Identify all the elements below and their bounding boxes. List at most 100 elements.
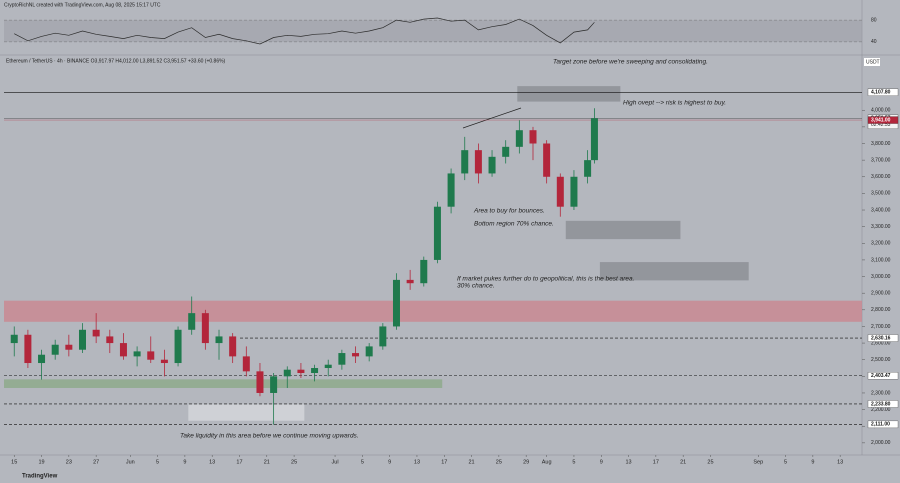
x-tick-label: 5 <box>156 459 159 465</box>
y-tick-label: 2,500.00 <box>871 357 891 363</box>
y-tick-label: 3,300.00 <box>871 224 891 230</box>
price-tag-label: 3,941.00 <box>871 117 891 123</box>
price-tag-label: 2,111.00 <box>871 422 890 428</box>
y-tick-label: 3,600.00 <box>871 174 891 180</box>
candle-body <box>242 356 250 372</box>
candle-body <box>270 376 278 393</box>
x-tick-label: 21 <box>469 459 475 465</box>
candle-body <box>433 206 441 260</box>
trend-line <box>462 107 522 129</box>
x-tick-label: Jul <box>332 459 339 465</box>
candle-body <box>447 173 455 207</box>
candle-body <box>590 118 598 161</box>
candle-body <box>133 351 141 357</box>
candle-body <box>365 346 373 357</box>
legend: Ethereum / TetherUS · 4h · BINANCE O3,91… <box>6 58 226 64</box>
candle-body <box>92 329 100 337</box>
y-tick-label: 4,000.00 <box>871 108 891 114</box>
x-tick-label: 19 <box>38 459 44 465</box>
x-tick-label: 21 <box>680 459 686 465</box>
y-tick-label: 2,900.00 <box>871 291 891 297</box>
price-tag <box>867 400 899 408</box>
currency: USDT <box>866 59 880 65</box>
candle-body <box>256 371 264 393</box>
x-tick-label: 13 <box>837 459 843 465</box>
candle-body <box>502 146 510 157</box>
candle-body <box>461 150 469 174</box>
zone <box>4 379 443 388</box>
x-tick-label: 17 <box>441 459 447 465</box>
footer: TradingView <box>22 474 58 480</box>
y-tick-label: 3,800.00 <box>871 141 891 147</box>
x-tick-label: 5 <box>361 459 364 465</box>
candle-body <box>515 130 523 147</box>
x-tick-label: 15 <box>11 459 17 465</box>
candle-body <box>283 369 291 377</box>
price-tag-label: 2,233.80 <box>871 401 891 407</box>
candle-body <box>65 344 73 350</box>
candle-body <box>38 354 46 364</box>
y-tick-label: 2,300.00 <box>871 390 891 396</box>
annotation: Take liquidity in this area before we co… <box>180 433 359 440</box>
candle-body <box>324 364 332 369</box>
zone <box>517 86 621 102</box>
candle-body <box>215 336 223 344</box>
candle-body <box>474 150 482 174</box>
x-tick-label: 9 <box>183 459 186 465</box>
x-tick-label: 17 <box>236 459 242 465</box>
y-tick-label: 3,000.00 <box>871 274 891 280</box>
candle-body <box>338 353 346 365</box>
price-tag <box>867 420 899 429</box>
candle-body <box>584 160 592 177</box>
price-tag <box>867 116 899 124</box>
annotation: Target zone before we're sweeping and co… <box>553 59 708 66</box>
price-tag-label: 2,403.47 <box>871 373 891 379</box>
annotation: 30% chance. <box>457 283 495 290</box>
y-tick-label: 3,500.00 <box>871 191 891 197</box>
candle-body <box>311 368 319 374</box>
zone <box>4 300 862 322</box>
countdown: 02:42:53 <box>871 122 891 128</box>
y-tick-label: 2,200.00 <box>871 407 891 413</box>
rsi-tick-label: 80 <box>871 17 877 23</box>
annotation: Area to buy for bounces. <box>473 208 545 215</box>
x-tick-label: 21 <box>264 459 270 465</box>
y-tick-label: 2,700.00 <box>871 324 891 330</box>
y-tick-label: 3,100.00 <box>871 257 891 263</box>
x-tick-label: 9 <box>600 459 603 465</box>
candle-body <box>488 156 496 174</box>
x-tick-label: 25 <box>496 459 502 465</box>
header: CryptoRichNL created with TradingView.co… <box>4 2 161 8</box>
candle-body <box>174 329 182 364</box>
price-tag <box>867 372 899 380</box>
candle-body <box>229 336 237 357</box>
price-tag-label: 2,630.16 <box>871 335 891 341</box>
candle-body <box>119 343 127 357</box>
candle-body <box>201 313 209 344</box>
annotation: High ovept --> risk is highest to buy. <box>623 100 726 107</box>
zone <box>599 262 749 281</box>
rsi-line <box>14 17 595 45</box>
price-tag-label: 4,107.80 <box>871 90 891 96</box>
x-tick-label: 9 <box>388 459 391 465</box>
annotation: Bottom region 70% chance. <box>474 221 554 228</box>
candle-body <box>543 143 551 177</box>
annotation: If market pukes further do to geopolitic… <box>457 276 635 283</box>
x-tick-label: 13 <box>625 459 631 465</box>
candle-body <box>51 344 59 355</box>
candle-body <box>106 336 114 344</box>
x-tick-label: Aug <box>542 459 552 465</box>
x-tick-label: 13 <box>414 459 420 465</box>
price-tag <box>867 334 899 342</box>
x-tick-label: 17 <box>653 459 659 465</box>
y-tick-label: 3,400.00 <box>871 207 891 213</box>
candle-body <box>297 369 305 374</box>
candle-body <box>379 326 387 347</box>
candle-body <box>147 351 155 360</box>
currency-box <box>864 58 880 66</box>
candle-body <box>529 130 537 144</box>
x-tick-label: 23 <box>66 459 72 465</box>
x-tick-label: 27 <box>93 459 99 465</box>
